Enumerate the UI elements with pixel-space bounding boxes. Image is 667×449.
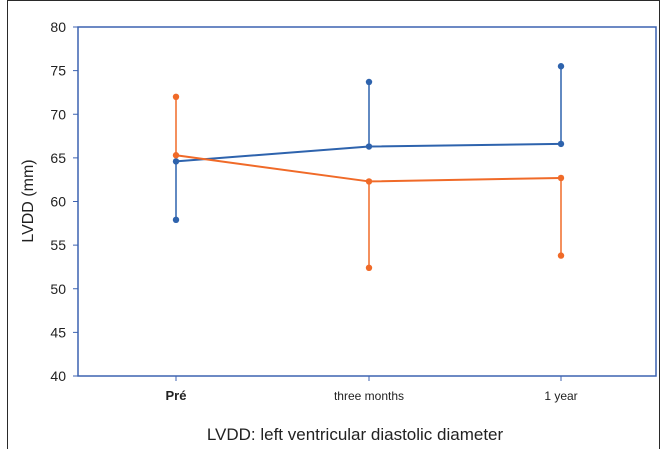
data-point [172, 158, 180, 165]
x-tick-label: Pré [166, 388, 187, 403]
data-point [365, 78, 373, 86]
y-tick-label: 45 [50, 324, 66, 340]
x-axis-ticks: Pré three months 1 year [166, 376, 578, 403]
y-tick-label: 80 [50, 19, 66, 35]
data-point [365, 143, 373, 150]
figure-frame [7, 0, 660, 449]
chart-caption: LVDD: left ventricular diastolic diamete… [207, 425, 504, 444]
data-point [172, 152, 180, 159]
y-tick-label: 65 [50, 150, 66, 166]
data-point [557, 63, 565, 70]
series-line [175, 154, 562, 183]
y-tick-label: 60 [50, 194, 66, 210]
data-point [557, 140, 565, 148]
series-1 [172, 93, 565, 272]
x-tick-label: three months [334, 389, 404, 403]
plot-area [77, 26, 657, 377]
x-tick-label: 1 year [544, 389, 577, 403]
data-point [172, 216, 180, 224]
y-axis-ticks: 40 45 50 55 60 65 70 75 80 [50, 19, 78, 384]
y-tick-label: 55 [50, 237, 66, 253]
y-tick-label: 70 [50, 106, 66, 122]
data-point [557, 174, 565, 182]
data-point [365, 264, 373, 272]
data-point [172, 93, 180, 101]
y-tick-label: 40 [50, 368, 66, 384]
y-tick-label: 50 [50, 281, 66, 297]
y-axis-label: LVDD (mm) [20, 159, 37, 242]
series-0 [172, 63, 565, 224]
y-tick-label: 75 [50, 63, 66, 79]
series-layer [172, 63, 565, 272]
data-point [557, 252, 565, 259]
data-point [365, 178, 373, 185]
